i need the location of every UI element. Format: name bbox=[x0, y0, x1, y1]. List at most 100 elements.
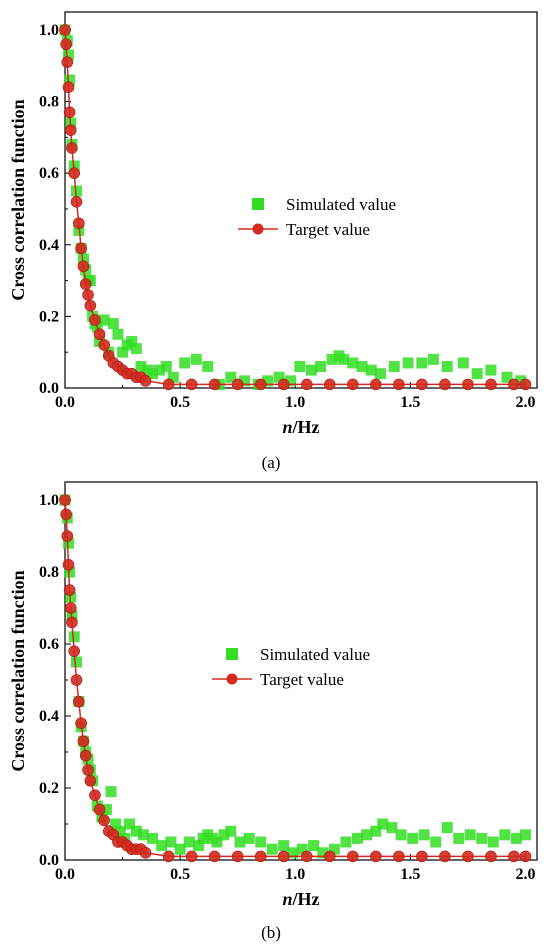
target-point bbox=[59, 24, 71, 36]
simulated-point bbox=[174, 843, 186, 855]
y-tick-label: 0.8 bbox=[39, 94, 59, 111]
simulated-point bbox=[110, 818, 122, 830]
panel-label: (b) bbox=[261, 923, 281, 942]
simulated-point bbox=[388, 361, 400, 373]
simulated-point bbox=[487, 836, 499, 848]
x-tick-label: 1.5 bbox=[400, 866, 420, 883]
simulated-point bbox=[64, 566, 76, 578]
simulated-point bbox=[340, 836, 352, 848]
target-point bbox=[162, 850, 175, 863]
x-axis-label-italic: n bbox=[282, 889, 292, 909]
target-point bbox=[59, 494, 71, 506]
simulated-point bbox=[130, 825, 142, 837]
x-tick-label: 2.0 bbox=[515, 394, 535, 411]
target-point bbox=[462, 850, 474, 863]
simulated-point bbox=[225, 371, 237, 383]
target-point bbox=[300, 850, 313, 863]
target-point bbox=[64, 124, 77, 136]
y-tick-label: 0.4 bbox=[39, 237, 59, 254]
target-point bbox=[254, 850, 267, 863]
target-point bbox=[75, 717, 87, 730]
simulated-point bbox=[211, 836, 223, 848]
target-point bbox=[62, 558, 75, 571]
simulated-point bbox=[308, 840, 320, 852]
simulated-point bbox=[62, 537, 74, 549]
simulated-point bbox=[338, 353, 350, 365]
target-point bbox=[139, 846, 152, 859]
target-point bbox=[60, 38, 72, 51]
target-point bbox=[98, 339, 110, 351]
simulated-point bbox=[453, 832, 465, 844]
simulated-point bbox=[519, 829, 531, 841]
simulated-point bbox=[77, 253, 89, 265]
target-point bbox=[66, 616, 78, 629]
target-point bbox=[416, 850, 428, 863]
target-point bbox=[82, 289, 94, 301]
simulated-point bbox=[239, 375, 251, 387]
target-point bbox=[162, 378, 175, 391]
simulated-point bbox=[441, 822, 453, 834]
simulated-point bbox=[418, 829, 430, 841]
simulated-point bbox=[255, 836, 267, 848]
simulated-point bbox=[430, 836, 442, 848]
target-point bbox=[77, 735, 90, 748]
simulated-point bbox=[179, 357, 191, 369]
simulated-point bbox=[386, 822, 398, 834]
simulated-point bbox=[305, 364, 317, 376]
legend-target-label: Target value bbox=[260, 670, 344, 689]
x-tick-label: 0.0 bbox=[55, 866, 75, 883]
simulated-point bbox=[71, 656, 83, 668]
legend-target-label: Target value bbox=[286, 220, 370, 239]
legend-simulated-marker bbox=[226, 648, 238, 660]
plot-frame bbox=[64, 481, 538, 861]
target-point bbox=[63, 584, 76, 596]
target-point bbox=[370, 850, 382, 863]
simulated-point bbox=[499, 829, 511, 841]
x-tick-label: 2.0 bbox=[515, 866, 535, 883]
target-point bbox=[84, 299, 97, 312]
target-point bbox=[347, 378, 359, 391]
target-point bbox=[393, 850, 405, 863]
simulated-point bbox=[135, 361, 147, 373]
target-point bbox=[208, 850, 221, 863]
simulated-point bbox=[510, 832, 522, 844]
x-axis-label-unit: /Hz bbox=[292, 417, 320, 437]
target-point bbox=[79, 278, 92, 290]
x-tick-label: 0.5 bbox=[170, 866, 190, 883]
target-point bbox=[208, 378, 221, 391]
target-point bbox=[66, 142, 78, 154]
simulated-point bbox=[107, 318, 119, 330]
simulated-point bbox=[416, 357, 428, 369]
simulated-point bbox=[62, 49, 74, 61]
plot-frame bbox=[64, 11, 538, 389]
target-point bbox=[61, 530, 74, 542]
target-point bbox=[462, 378, 474, 391]
simulated-point bbox=[315, 361, 327, 373]
panel-label: (a) bbox=[262, 453, 281, 472]
simulated-point bbox=[153, 364, 165, 376]
legend-simulated-marker bbox=[252, 198, 264, 210]
simulated-point bbox=[234, 836, 246, 848]
simulated-point bbox=[407, 832, 419, 844]
simulated-point bbox=[377, 818, 389, 830]
target-point bbox=[439, 850, 451, 863]
simulated-point bbox=[457, 357, 469, 369]
simulated-point bbox=[98, 314, 110, 326]
target-point bbox=[254, 378, 267, 391]
target-point bbox=[393, 378, 405, 391]
simulated-point bbox=[326, 353, 338, 365]
simulated-point bbox=[361, 829, 373, 841]
simulated-point bbox=[193, 840, 205, 852]
target-point bbox=[508, 378, 520, 391]
simulated-point bbox=[130, 343, 142, 355]
y-tick-label: 0.0 bbox=[39, 852, 59, 869]
target-point bbox=[77, 260, 90, 273]
y-tick-label: 0.8 bbox=[39, 564, 59, 581]
x-axis-label-unit: /Hz bbox=[292, 889, 320, 909]
legend-target-marker bbox=[226, 673, 238, 685]
simulated-point bbox=[441, 361, 453, 373]
target-point bbox=[70, 195, 83, 208]
simulated-point bbox=[126, 335, 138, 347]
target-point bbox=[61, 56, 74, 68]
